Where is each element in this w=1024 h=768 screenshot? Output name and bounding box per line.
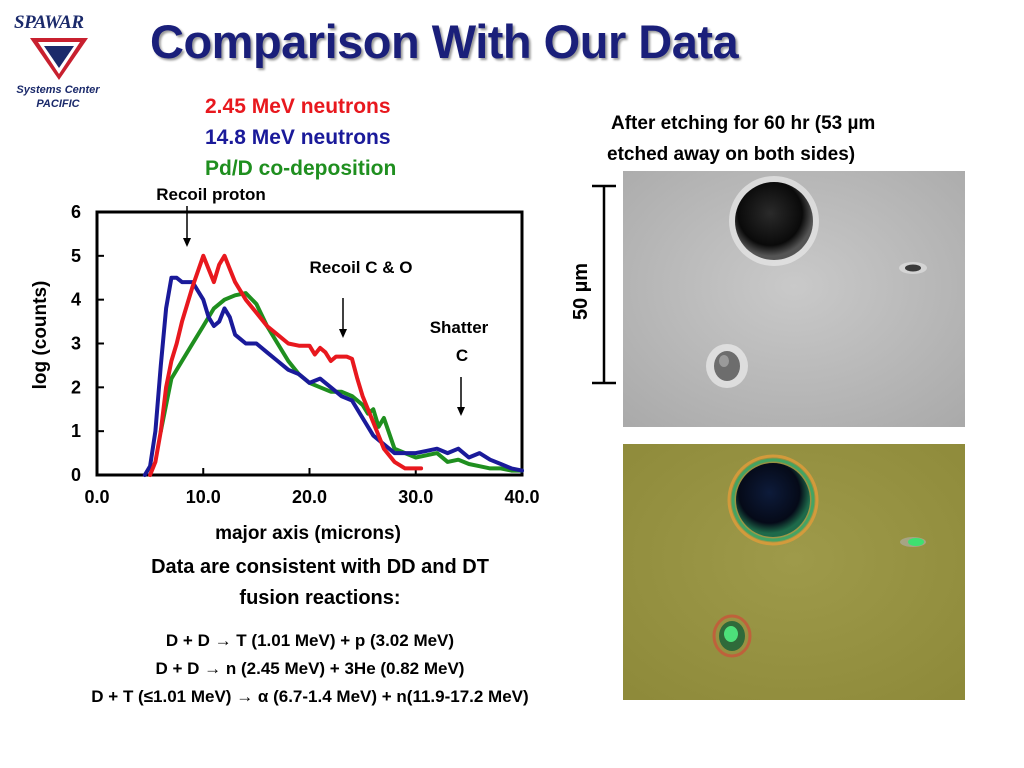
logo-chevron-icon [30,38,88,80]
arrow-shatter-c-icon [457,407,465,416]
equation-dt-alpha-n: D + T (≤1.01 MeV) → α (6.7-1.4 MeV) + n(… [91,687,529,706]
annotation-shatter-c: C [456,346,468,365]
logo-line-1: Systems Center [16,84,100,96]
legend-item-14-8-mev: 14.8 MeV neutrons [205,126,391,149]
scale-bar-label: 50 µm [570,262,593,321]
x-tick-label: 20.0 [292,487,327,507]
y-axis-label: log (counts) [30,281,51,390]
annotation-arrows [183,206,465,416]
x-tick-label: 30.0 [398,487,433,507]
arrow-recoil-proton-icon [183,238,191,247]
y-tick-label: 2 [71,377,81,397]
counts-chart: log (counts) major axis (microns) 0 1 2 3 4 5… [30,185,540,544]
conclusion-line-1: Data are consistent with DD and DT [151,556,489,578]
y-tick-label: 6 [71,202,81,222]
legend-item-pd-d: Pd/D co-deposition [205,157,397,180]
series-line-0 [148,253,424,477]
photo-caption-line-2: etched away on both sides) [607,144,856,165]
legend-item-2-45-mev: 2.45 MeV neutrons [205,95,391,118]
slide-title: Comparison With Our Data [150,15,739,68]
annotation-shatter: Shatter [430,318,489,337]
arrow-recoil-co-icon [339,329,347,338]
series-line-1 [142,275,524,477]
x-axis-label: major axis (microns) [215,523,401,544]
conclusion-line-2: fusion reactions: [239,587,401,609]
annotation-recoil-co: Recoil C & O [310,258,413,277]
scale-bar [592,184,616,385]
series-line-2 [158,291,524,473]
micrograph-color [623,444,965,700]
logo-wordmark: SPAWAR [14,12,84,33]
annotation-recoil-proton: Recoil proton [156,185,266,204]
y-tick-label: 1 [71,421,81,441]
equation-dd-n3he: D + D → n (2.45 MeV) + 3He (0.82 MeV) [155,659,465,678]
logo-line-2: PACIFIC [36,98,80,110]
y-tick-label: 5 [71,246,81,266]
micrograph-grayscale [623,171,965,427]
photo-caption-line-1: After etching for 60 hr (53 µm [611,113,876,134]
equation-dd-tp: D + D → T (1.01 MeV) + p (3.02 MeV) [165,631,455,650]
y-tick-label: 3 [71,334,81,354]
x-tick-label: 10.0 [186,487,221,507]
y-tick-label: 0 [71,465,81,485]
spawar-logo: SPAWAR Systems Center PACIFIC [8,8,112,118]
x-tick-label: 0.0 [84,487,109,507]
x-tick-label: 40.0 [504,487,539,507]
y-tick-label: 4 [71,290,81,310]
